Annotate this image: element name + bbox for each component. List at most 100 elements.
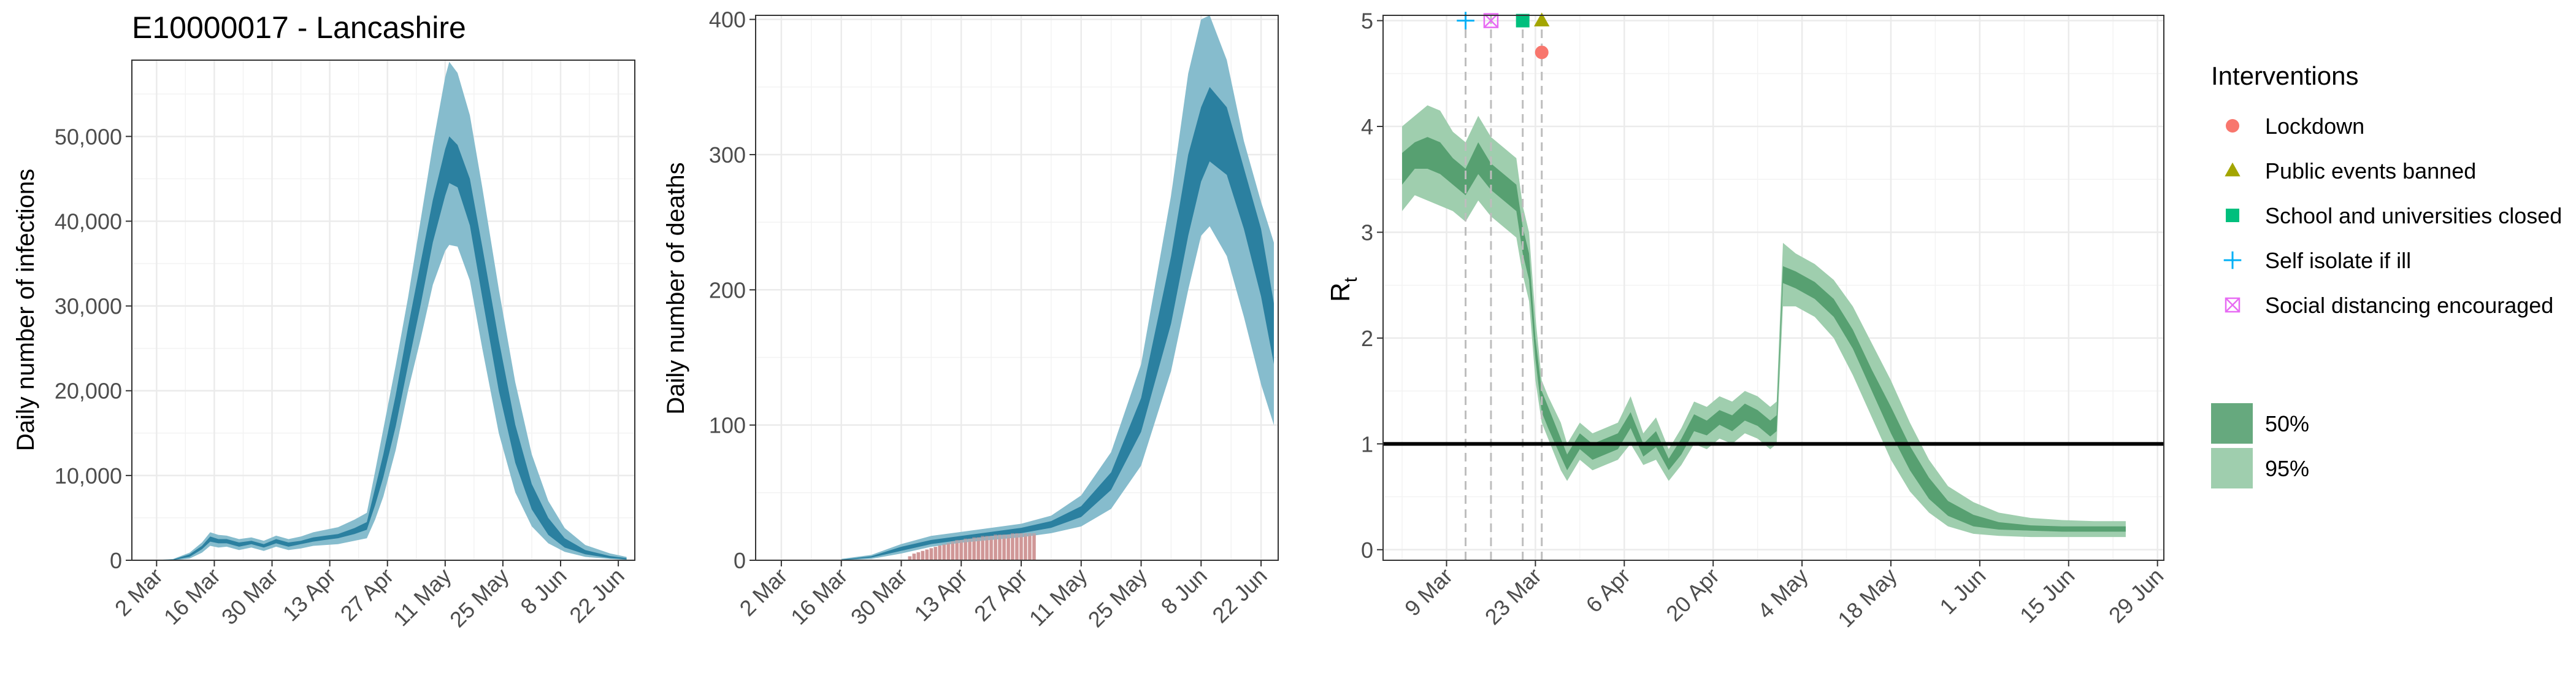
intervention-marker: [1535, 45, 1549, 60]
legend-item-label: School and universities closed: [2265, 203, 2562, 228]
death-bar-overlay: [951, 541, 955, 560]
infections-panel: 0 10,000 20,000 30,000 40,000 50,000 2 Mar16 …: [12, 60, 635, 632]
death-bar-overlay: [1024, 533, 1027, 560]
legend-title: Interventions: [2211, 61, 2358, 90]
death-bar-overlay: [976, 537, 981, 560]
legend-item-label: Public events banned: [2265, 158, 2476, 183]
deaths-plot-border: [755, 15, 1279, 561]
deaths-bands: [841, 15, 1274, 561]
rt-intervention-lines: [1465, 15, 1543, 560]
death-bar-overlay: [912, 554, 916, 560]
intervention-marker: [1483, 13, 1499, 28]
infections-plot-border: [131, 60, 635, 561]
intervention-marker: [1516, 14, 1530, 28]
x-tick-label: 8 Jun: [515, 563, 571, 619]
rt-panel: 0 1 2 3 4 5 9 Mar 23 Mar 6 Apr 20 Apr 4 May 18 May…: [1325, 9, 2168, 633]
x-tick-label: 29 Jun: [2104, 563, 2168, 628]
legend-marker: [2225, 162, 2241, 177]
death-bar-overlay: [959, 539, 964, 560]
y-tick-label: 2: [1361, 326, 1373, 351]
x-tick-label: 13 Apr: [909, 563, 972, 627]
rt-intervention-markers: [1457, 12, 1550, 60]
rt-plot-background: [1383, 15, 2164, 560]
band-50pct: [1402, 137, 2126, 532]
death-bar-overlay: [929, 548, 933, 560]
x-tick-label: 30 Mar: [217, 563, 283, 630]
y-tick-label: 4: [1361, 114, 1373, 139]
legend-item-label: Social distancing encouraged: [2265, 293, 2553, 318]
death-bar-overlay: [942, 544, 946, 560]
death-bar-overlay: [916, 552, 921, 560]
y-tick-label: 20,000: [55, 379, 122, 404]
x-tick-label: 25 May: [1083, 563, 1152, 632]
deaths-y-axis-label: Daily number of deaths: [662, 162, 689, 414]
legend-band-label: 95%: [2265, 456, 2309, 481]
death-bar-overlay: [925, 549, 929, 560]
death-bar-overlay: [1028, 533, 1032, 560]
chart-title: E10000017 - Lancashire: [132, 10, 466, 45]
death-bar-overlay: [1015, 533, 1019, 560]
rt-plot-border: [1382, 15, 2164, 561]
death-bar-overlay: [908, 556, 912, 560]
y-tick-label: 1: [1361, 431, 1373, 457]
x-tick-label: 22 Jun: [564, 563, 629, 628]
x-tick-label: 18 May: [1833, 563, 1901, 632]
death-bar-overlay: [985, 536, 989, 560]
rt-y-axis-label-sub: t: [1341, 277, 1361, 282]
legend-item-label: Self isolate if ill: [2265, 248, 2411, 273]
band-95pct: [1402, 105, 2126, 538]
intervention-marker: [1534, 12, 1550, 26]
x-tick-label: 9 Mar: [1400, 563, 1457, 621]
death-bar-overlay: [938, 545, 942, 560]
death-bar-overlay: [972, 537, 976, 560]
x-tick-label: 27 Apr: [335, 563, 399, 627]
legend-marker: [2223, 251, 2242, 269]
infections-bands: [156, 61, 627, 561]
death-bar-overlay: [994, 534, 997, 560]
y-tick-label: 0: [1361, 538, 1373, 563]
death-bar-overlay: [946, 542, 951, 560]
legend: Interventions Lockdown Public events bann…: [2211, 61, 2562, 488]
death-bar-overlay: [1002, 534, 1006, 560]
rt-x-axis: 9 Mar 23 Mar 6 Apr 20 Apr 4 May 18 May 1 Jun 15…: [1400, 560, 2168, 632]
y-tick-label: 300: [709, 142, 746, 168]
x-tick-label: 16 Mar: [786, 563, 852, 630]
x-tick-label: 8 Jun: [1156, 563, 1212, 619]
death-bar-overlay: [1032, 533, 1036, 560]
legend-marker: [2225, 297, 2241, 313]
death-bar-overlay: [933, 547, 938, 560]
death-bar-overlay: [964, 538, 968, 560]
y-tick-label: 100: [709, 413, 746, 438]
x-tick-label: 25 May: [445, 563, 513, 632]
legend-marker: [2226, 209, 2239, 222]
rt-bands: [1402, 105, 2126, 538]
x-tick-label: 22 Jun: [1207, 563, 1271, 628]
legend-items: Lockdown Public events banned School and u…: [2223, 114, 2562, 318]
deaths-y-axis: 0 100 200 300 400: [709, 7, 756, 573]
death-bar-overlay: [921, 550, 925, 560]
x-tick-label: 23 Mar: [1480, 563, 1546, 630]
deaths-gridlines: [756, 15, 1278, 561]
legend-bands: 50% 95%: [2211, 403, 2309, 488]
y-tick-label: 50,000: [55, 124, 122, 149]
x-tick-label: 11 May: [1024, 563, 1092, 631]
legend-band-label: 50%: [2265, 411, 2309, 436]
x-tick-label: 27 Apr: [969, 563, 1032, 627]
death-bar-overlay: [1006, 534, 1010, 560]
rt-y-axis-label: Rt: [1325, 277, 1361, 302]
death-bar-overlay: [955, 539, 959, 560]
x-tick-label: 20 Apr: [1661, 563, 1724, 627]
x-tick-label: 30 Mar: [846, 563, 912, 630]
death-bar-overlay: [998, 534, 1002, 560]
band-95pct: [841, 15, 1274, 560]
y-tick-label: 0: [110, 548, 122, 573]
y-tick-label: 40,000: [55, 209, 122, 234]
y-tick-label: 400: [709, 7, 746, 33]
y-tick-label: 200: [709, 277, 746, 303]
y-tick-label: 0: [734, 548, 746, 573]
death-bar-overlay: [968, 538, 972, 560]
death-bar-overlay: [1011, 533, 1014, 560]
infections-y-axis: 0 10,000 20,000 30,000 40,000 50,000: [55, 124, 132, 573]
rt-y-axis-label-main: R: [1325, 282, 1355, 302]
